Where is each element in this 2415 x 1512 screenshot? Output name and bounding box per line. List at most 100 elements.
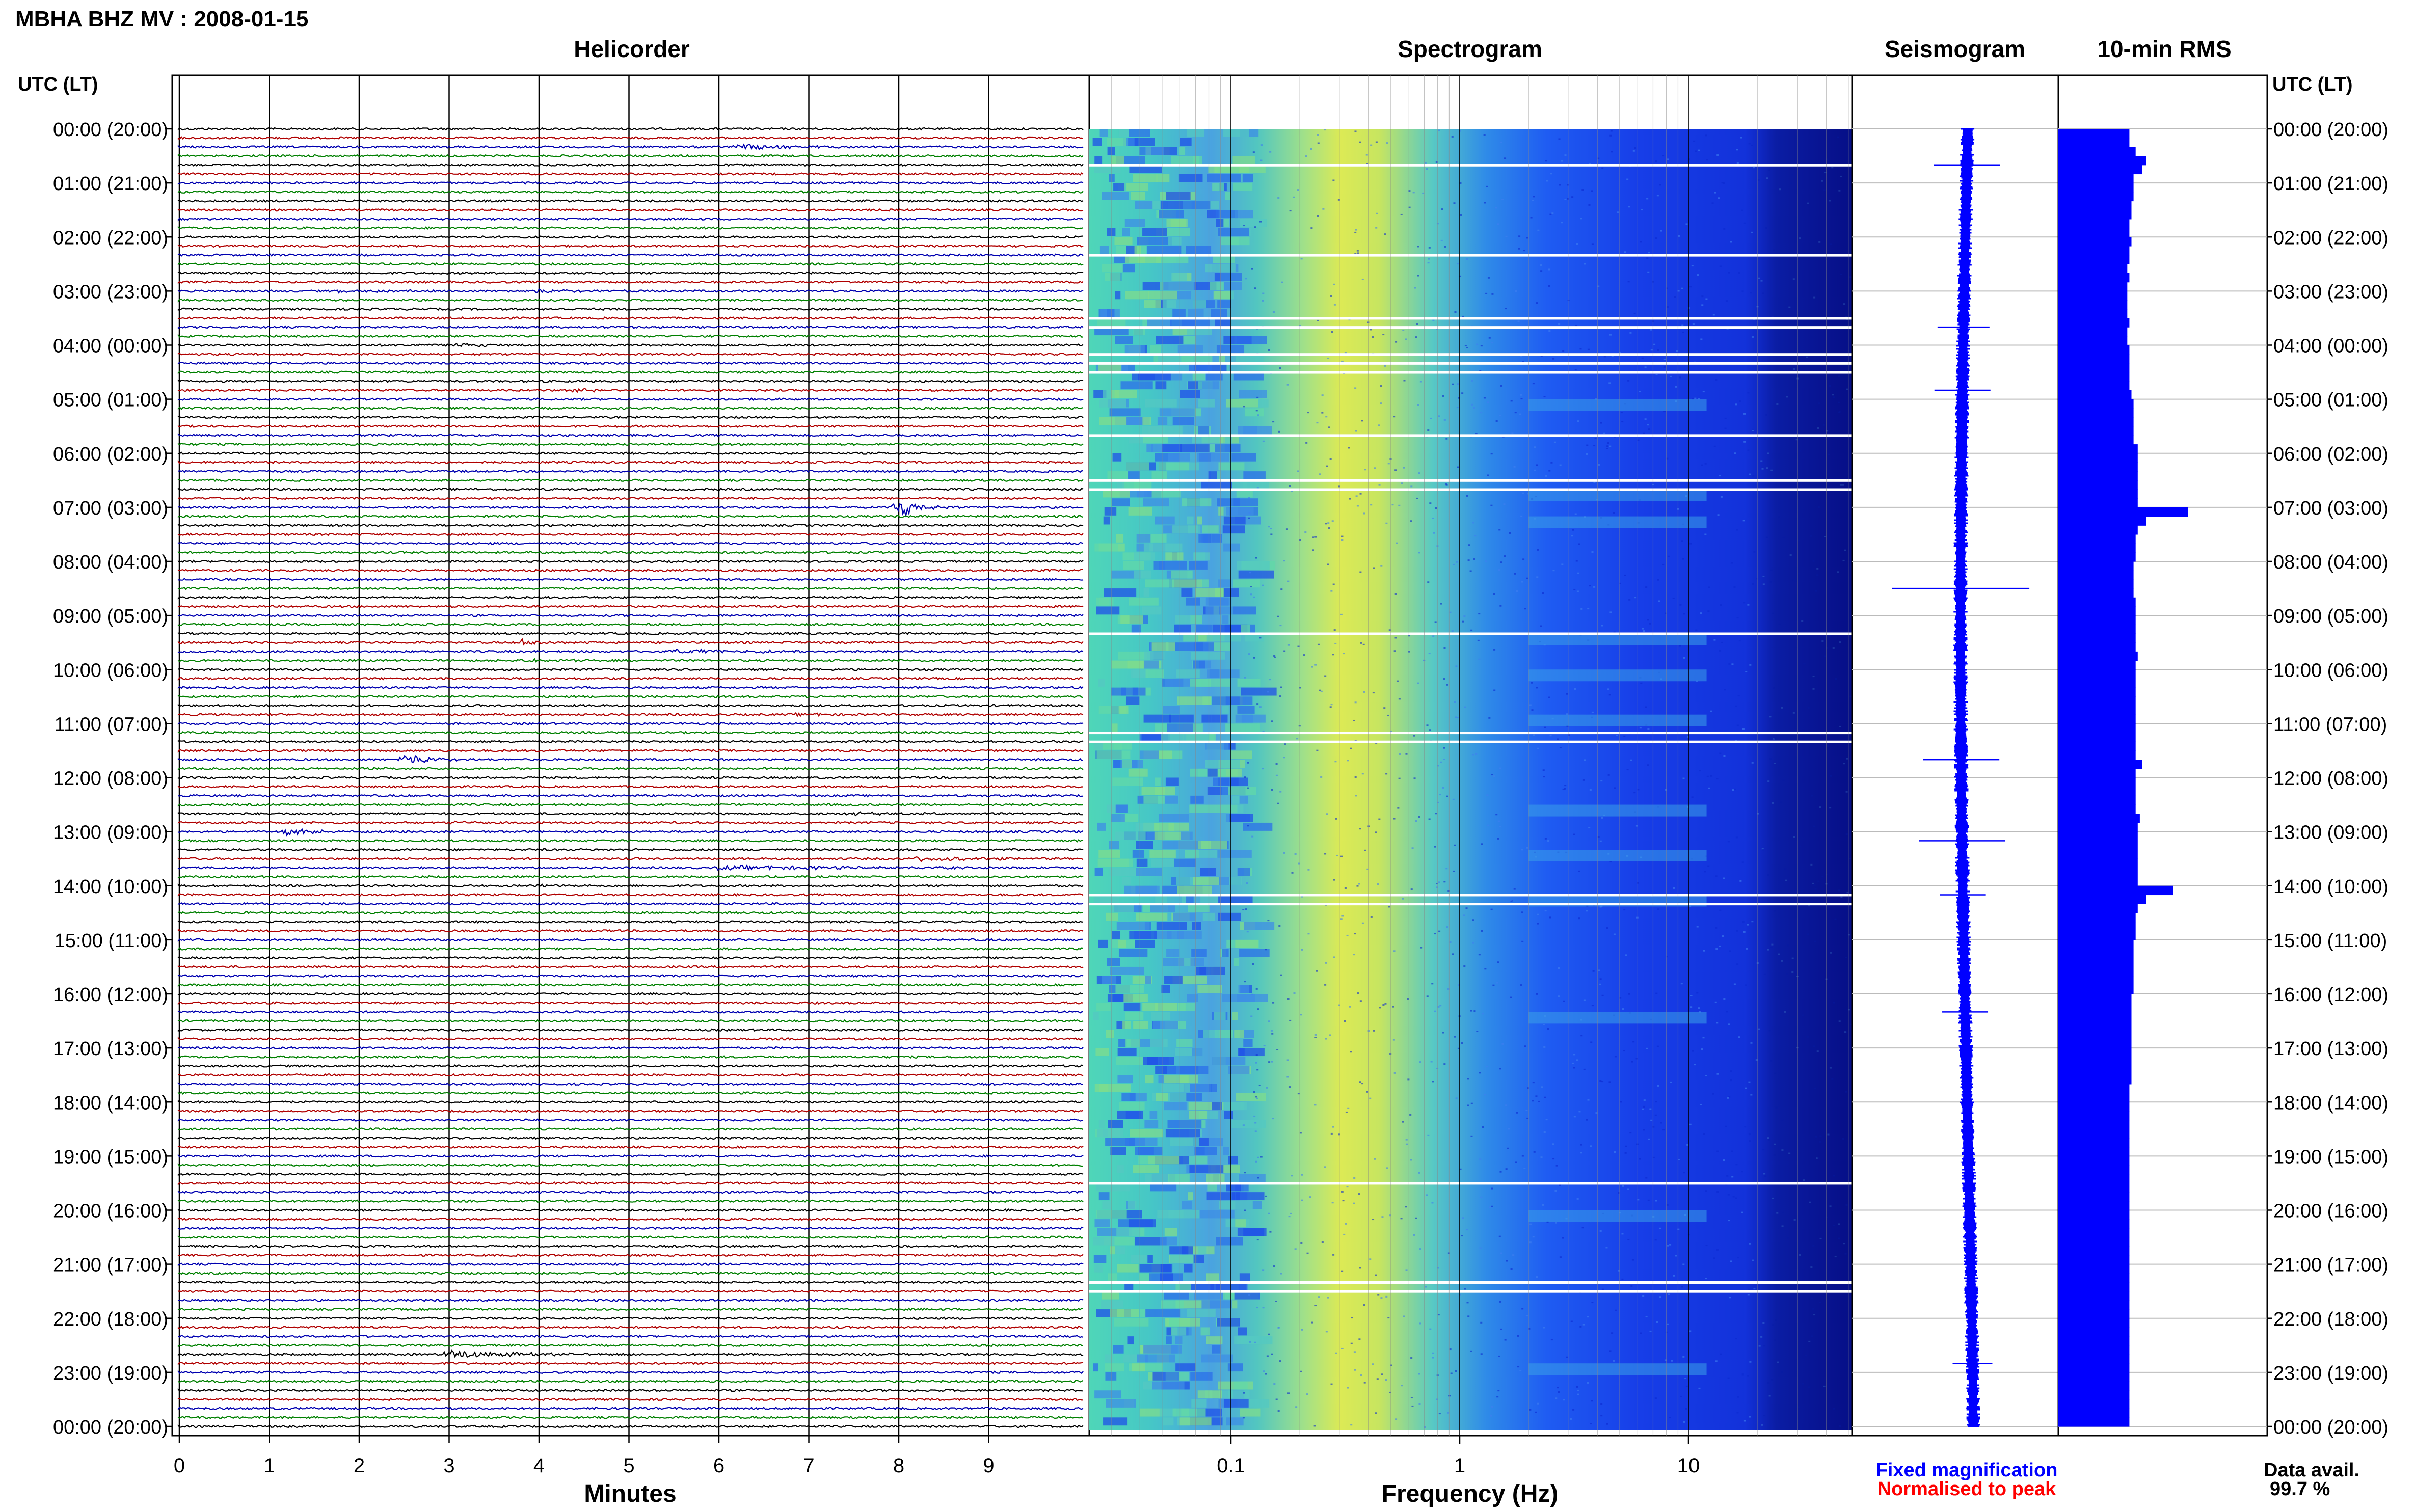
rms-bar	[2058, 868, 2138, 877]
spectrogram-event-band	[1528, 1210, 1707, 1222]
helicorder-trace	[177, 775, 1084, 780]
time-label-right: 08:00 (04:00)	[2273, 552, 2389, 573]
normalised-to-peak-legend: Normalised to peak	[1877, 1478, 2056, 1500]
rms-bar	[2058, 768, 2136, 778]
rms-bar	[2058, 300, 2128, 310]
spectrogram-event-band	[1528, 489, 1707, 501]
rms-bar	[2058, 1318, 2130, 1328]
helicorder-trace	[177, 1019, 1084, 1023]
time-label-right: 17:00 (13:00)	[2273, 1038, 2389, 1060]
helicorder-trace	[177, 657, 1084, 663]
helicorder-trace	[177, 785, 1083, 789]
helicorder-trace	[177, 127, 1084, 131]
rms-bar	[2058, 507, 2188, 517]
helicorder-trace	[177, 1226, 1084, 1230]
rms-bar	[2058, 624, 2136, 634]
time-label-left: 17:00 (13:00)	[53, 1038, 168, 1060]
spectrogram-data-gap	[1089, 362, 1852, 365]
helicorder-trace	[177, 631, 1084, 636]
helicorder-trace	[177, 947, 1084, 951]
helicorder-trace	[177, 235, 1084, 239]
spectrogram-panel	[1088, 74, 1853, 1437]
helicorder-panel	[171, 74, 1090, 1437]
rms-bar	[2058, 1390, 2130, 1400]
rms-bar	[2058, 1012, 2132, 1021]
rms-bar	[2058, 1363, 2130, 1373]
rms-bar	[2058, 985, 2134, 994]
helicorder-trace	[177, 1271, 1084, 1275]
rms-bar	[2058, 1336, 2130, 1346]
fixed-magnification-legend: Fixed magnification	[1876, 1460, 2058, 1481]
helicorder-trace	[177, 487, 1084, 492]
helicorder-trace	[177, 1100, 1084, 1104]
rms-bar	[2058, 516, 2146, 526]
spectrogram-data-gap	[1089, 371, 1852, 374]
rms-bar	[2058, 453, 2138, 463]
helicorder-trace	[177, 604, 1084, 608]
minute-tick-label: 9	[983, 1454, 994, 1477]
helicorder-trace	[177, 992, 1084, 996]
rms-bar	[2058, 994, 2132, 1004]
helicorder-trace	[177, 1091, 1084, 1095]
helicorder-trace	[177, 983, 1084, 987]
rms-bar	[2058, 210, 2132, 220]
time-label-right: 10:00 (06:00)	[2273, 660, 2389, 681]
helicorder-trace	[177, 721, 1084, 725]
helicorder-trace	[177, 712, 1084, 718]
helicorder-trace	[177, 767, 1084, 771]
helicorder-trace	[177, 280, 1084, 284]
helicorder-trace	[177, 271, 1084, 275]
rms-bar	[2058, 219, 2130, 229]
helicorder-trace	[177, 397, 1084, 401]
rms-bar	[2058, 561, 2134, 571]
helicorder-trace	[177, 1145, 1084, 1149]
frequency-tick-label: 10	[1677, 1454, 1700, 1477]
helicorder-trace	[177, 172, 1084, 176]
rms-bar	[2058, 1354, 2130, 1364]
rms-panel	[2057, 74, 2268, 1437]
helicorder-trace	[177, 694, 1084, 698]
time-label-right: 00:00 (20:00)	[2273, 1417, 2389, 1438]
rms-bar	[2058, 696, 2136, 706]
helicorder-trace	[177, 1235, 1084, 1239]
rms-bar	[2058, 931, 2136, 940]
helicorder-trace	[177, 1262, 1084, 1266]
time-label-left: 04:00 (00:00)	[53, 336, 168, 357]
helicorder-xlabel: Minutes	[584, 1480, 676, 1507]
rms-bar	[2058, 1381, 2130, 1391]
time-label-right: 09:00 (05:00)	[2273, 606, 2389, 627]
rms-bar	[2058, 1219, 2130, 1229]
helicorder-trace	[177, 387, 1083, 393]
helicorder-trace	[177, 839, 1084, 843]
time-label-right: 16:00 (12:00)	[2273, 984, 2389, 1006]
rms-bar	[2058, 444, 2138, 454]
minute-tick-label: 3	[443, 1454, 454, 1477]
rms-bar	[2058, 777, 2136, 787]
spectrogram-event-band	[1528, 1012, 1707, 1024]
utc-label-left: UTC (LT)	[18, 74, 98, 95]
helicorder-trace	[177, 1379, 1084, 1384]
rms-bar	[2058, 1237, 2130, 1247]
rms-bar	[2058, 1255, 2130, 1265]
rms-bar	[2058, 1210, 2130, 1220]
rms-bar	[2058, 183, 2134, 193]
helicorder-trace	[177, 848, 1084, 852]
rms-bar	[2058, 1174, 2130, 1184]
rms-bar	[2058, 318, 2130, 328]
rms-bar	[2058, 597, 2136, 607]
rms-bar	[2058, 787, 2136, 796]
rms-bar	[2058, 138, 2130, 147]
helicorder-trace	[177, 154, 1084, 158]
time-label-right: 19:00 (15:00)	[2273, 1146, 2389, 1168]
helicorder-trace	[177, 1244, 1084, 1248]
spectrogram-event-band	[1528, 1363, 1707, 1375]
rms-bar	[2058, 714, 2136, 724]
rms-bar	[2058, 291, 2128, 301]
rms-bar	[2058, 678, 2136, 688]
rms-bar	[2058, 795, 2136, 805]
rms-bar	[2058, 741, 2136, 751]
helicorder-trace	[177, 1307, 1084, 1311]
rms-bar	[2058, 417, 2134, 427]
spectrogram-data-gap	[1089, 164, 1852, 167]
rms-bar	[2058, 687, 2136, 697]
